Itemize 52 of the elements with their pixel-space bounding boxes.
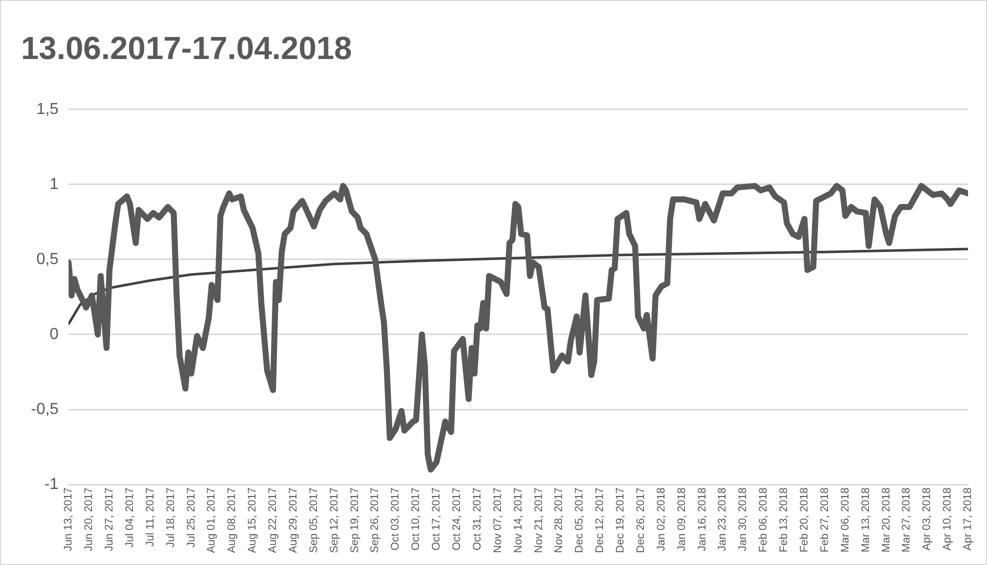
x-tick-label: Jun 13, 2017 xyxy=(62,488,75,552)
x-tick-label: Apr 03, 2018 xyxy=(921,488,934,551)
x-tick-label: Jul 04, 2017 xyxy=(124,488,136,548)
x-tick-label: Oct 24, 2017 xyxy=(450,488,463,551)
x-tick-label: Feb 27, 2018 xyxy=(818,488,831,552)
x-tick-label: Apr 17, 2018 xyxy=(962,488,974,551)
x-tick-label: Jan 09, 2018 xyxy=(676,488,688,552)
x-tick-label: Mar 06, 2018 xyxy=(839,488,852,552)
y-tick-label: 1 xyxy=(50,176,59,193)
x-tick-label: Sep 12, 2017 xyxy=(328,488,340,554)
x-tick-label: Sep 05, 2017 xyxy=(308,488,320,554)
y-tick-label: 0,5 xyxy=(36,250,59,268)
x-tick-label: Oct 10, 2017 xyxy=(410,488,422,551)
y-tick-label: -0,5 xyxy=(30,400,59,418)
x-tick-label: Jan 16, 2018 xyxy=(696,488,708,552)
x-tick-label: Dec 12, 2017 xyxy=(594,488,606,553)
x-tick-label: Oct 17, 2017 xyxy=(430,488,443,551)
x-tick-label: Feb 13, 2018 xyxy=(778,488,790,552)
x-tick-label: Nov 21, 2017 xyxy=(532,488,545,553)
x-tick-label: Aug 01, 2017 xyxy=(206,488,218,554)
x-tick-label: Dec 19, 2017 xyxy=(614,488,627,553)
x-tick-label: Apr 10, 2018 xyxy=(942,488,954,551)
x-tick-label: Nov 28, 2017 xyxy=(553,488,566,553)
x-tick-label: Feb 06, 2018 xyxy=(758,488,770,552)
x-tick-label: Aug 15, 2017 xyxy=(246,488,259,554)
y-tick-label: 1,5 xyxy=(36,100,59,118)
x-tick-label: Mar 13, 2018 xyxy=(860,488,872,552)
chart-title: 13.06.2017-17.04.2018 xyxy=(21,30,352,66)
x-tick-label: Oct 03, 2017 xyxy=(390,488,402,551)
x-tick-label: Jul 25, 2017 xyxy=(185,488,198,548)
x-tick-label: Oct 31, 2017 xyxy=(471,488,484,551)
x-tick-label: Aug 22, 2017 xyxy=(267,488,280,554)
x-tick-label: Nov 14, 2017 xyxy=(512,488,524,553)
x-tick-label: Jan 23, 2018 xyxy=(716,488,729,552)
x-tick-label: Jan 02, 2018 xyxy=(655,488,668,552)
x-tick-label: Mar 20, 2018 xyxy=(880,488,892,552)
x-tick-label: Jul 11, 2017 xyxy=(144,488,156,547)
x-tick-label: Sep 26, 2017 xyxy=(369,488,382,554)
x-tick-label: Feb 20, 2018 xyxy=(798,488,810,552)
x-tick-label: Jan 30, 2018 xyxy=(737,488,750,552)
x-tick-label: Mar 27, 2018 xyxy=(900,488,913,552)
x-tick-label: Sep 19, 2017 xyxy=(348,488,361,554)
x-tick-label: Nov 07, 2017 xyxy=(492,488,504,553)
x-tick-label: Dec 05, 2017 xyxy=(574,488,586,553)
x-tick-label: Jun 27, 2017 xyxy=(103,488,116,552)
x-tick-label: Aug 08, 2017 xyxy=(226,488,238,554)
x-tick-label: Dec 26, 2017 xyxy=(634,488,647,553)
x-tick-label: Jun 20, 2017 xyxy=(83,488,96,552)
y-tick-label: -1 xyxy=(44,476,59,493)
y-tick-label: 0 xyxy=(50,326,59,343)
x-tick-label: Jul 18, 2017 xyxy=(164,488,177,548)
x-tick-label: Aug 29, 2017 xyxy=(287,488,300,554)
